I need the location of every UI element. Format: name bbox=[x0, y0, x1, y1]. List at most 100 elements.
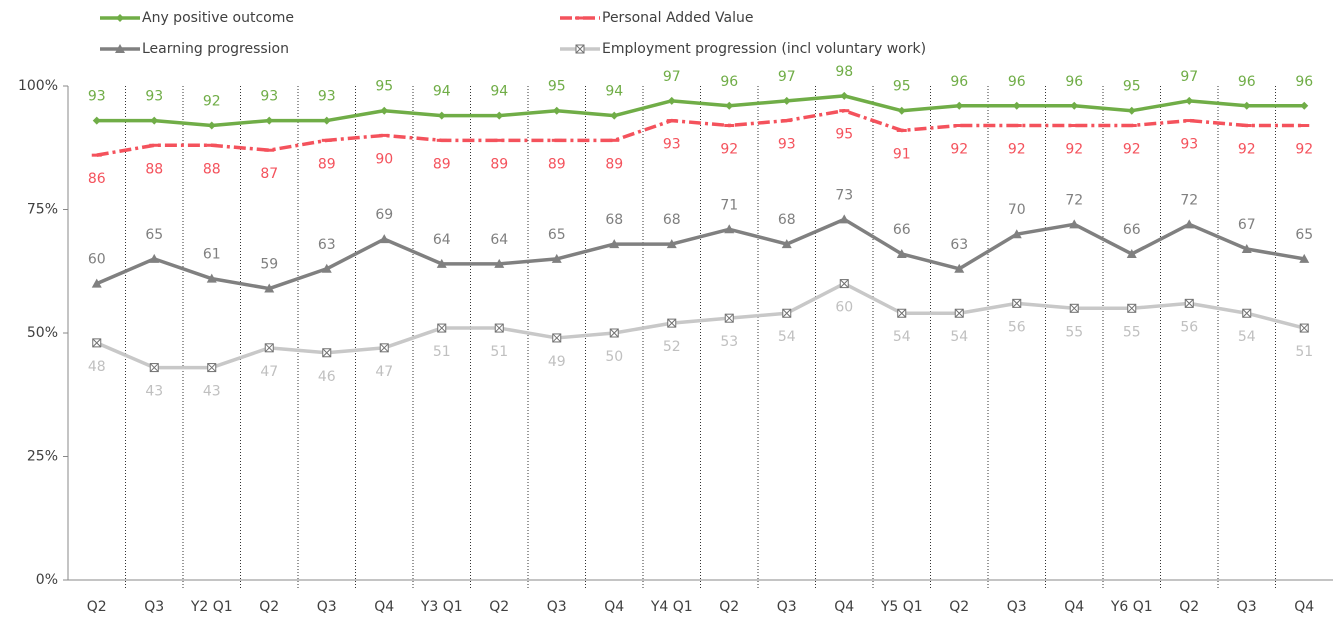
x-tick-label: Q4 bbox=[1064, 599, 1084, 615]
marker bbox=[896, 128, 907, 132]
data-label: 93 bbox=[1180, 137, 1198, 153]
x-tick-label: Q3 bbox=[1007, 599, 1027, 615]
marker bbox=[437, 323, 447, 333]
y-tick-label: 0% bbox=[36, 572, 58, 588]
data-label: 56 bbox=[1180, 319, 1198, 335]
data-label: 70 bbox=[1008, 202, 1026, 218]
y-tick-label: 50% bbox=[27, 325, 58, 341]
data-label: 97 bbox=[663, 69, 681, 85]
marker bbox=[264, 283, 275, 293]
data-label: 94 bbox=[433, 84, 451, 100]
marker bbox=[667, 318, 677, 328]
x-tick-label: Y3 Q1 bbox=[420, 599, 463, 615]
marker bbox=[1069, 303, 1079, 313]
marker bbox=[1299, 124, 1310, 128]
data-label: 64 bbox=[433, 232, 451, 248]
marker bbox=[839, 109, 850, 113]
marker bbox=[840, 91, 849, 100]
data-label: 71 bbox=[720, 197, 738, 213]
data-label: 92 bbox=[720, 142, 738, 158]
data-label: 94 bbox=[605, 84, 623, 100]
marker bbox=[575, 16, 585, 20]
marker bbox=[321, 263, 332, 273]
data-label: 92 bbox=[1123, 142, 1141, 158]
marker bbox=[265, 116, 274, 125]
data-label: 54 bbox=[1238, 329, 1256, 345]
data-label: 95 bbox=[375, 79, 393, 95]
data-label: 95 bbox=[548, 79, 566, 95]
marker bbox=[609, 138, 620, 142]
data-label: 49 bbox=[548, 354, 566, 370]
marker bbox=[494, 138, 505, 142]
data-label: 55 bbox=[1065, 324, 1083, 340]
data-label: 54 bbox=[893, 329, 911, 345]
marker bbox=[207, 121, 216, 130]
x-tick-label: Y2 Q1 bbox=[190, 599, 233, 615]
x-tick-label: Q2 bbox=[949, 599, 969, 615]
marker bbox=[724, 224, 735, 234]
data-label: 68 bbox=[605, 212, 623, 228]
marker bbox=[954, 124, 965, 128]
data-label: 93 bbox=[663, 137, 681, 153]
x-tick-label: Q3 bbox=[1237, 599, 1257, 615]
marker bbox=[436, 138, 447, 142]
marker bbox=[551, 138, 562, 142]
data-label: 96 bbox=[1065, 74, 1083, 90]
marker bbox=[206, 143, 217, 147]
data-label: 64 bbox=[490, 232, 508, 248]
marker bbox=[1184, 298, 1194, 308]
data-label: 92 bbox=[950, 142, 968, 158]
x-tick-label: Q3 bbox=[144, 599, 164, 615]
data-label: 92 bbox=[203, 94, 221, 110]
marker bbox=[1184, 119, 1195, 123]
series-line bbox=[96, 281, 1305, 370]
data-label: 54 bbox=[950, 329, 968, 345]
marker bbox=[551, 253, 562, 263]
data-label: 69 bbox=[375, 207, 393, 223]
data-label: 92 bbox=[1295, 142, 1313, 158]
data-label: 98 bbox=[835, 64, 853, 80]
marker bbox=[609, 239, 620, 249]
data-label: 72 bbox=[1065, 192, 1083, 208]
marker bbox=[575, 44, 585, 54]
data-label: 90 bbox=[375, 151, 393, 167]
data-label: 95 bbox=[1123, 79, 1141, 95]
data-label: 65 bbox=[145, 227, 163, 243]
y-tick-label: 100% bbox=[18, 78, 58, 94]
data-label: 53 bbox=[720, 334, 738, 350]
data-label: 88 bbox=[145, 161, 163, 177]
data-label: 89 bbox=[318, 156, 336, 172]
marker bbox=[1299, 253, 1310, 263]
marker bbox=[1300, 101, 1309, 110]
marker bbox=[1242, 101, 1251, 110]
marker bbox=[1241, 244, 1252, 254]
legend-label: Personal Added Value bbox=[602, 10, 753, 26]
legend-label: Learning progression bbox=[142, 41, 289, 57]
data-label: 66 bbox=[893, 222, 911, 238]
legend-label: Employment progression (incl voluntary w… bbox=[602, 41, 926, 57]
data-label: 97 bbox=[1180, 69, 1198, 85]
data-label: 93 bbox=[88, 89, 106, 105]
data-label: 93 bbox=[145, 89, 163, 105]
marker bbox=[782, 308, 792, 318]
marker bbox=[149, 363, 159, 373]
marker bbox=[897, 106, 906, 115]
marker bbox=[666, 239, 677, 249]
marker bbox=[897, 308, 907, 318]
marker bbox=[91, 278, 102, 288]
marker bbox=[91, 153, 102, 157]
data-label: 92 bbox=[1238, 142, 1256, 158]
data-label: 92 bbox=[1008, 142, 1026, 158]
marker bbox=[494, 258, 505, 268]
marker bbox=[1126, 248, 1137, 258]
x-tick-label: Q3 bbox=[317, 599, 337, 615]
marker bbox=[609, 328, 619, 338]
data-label: 96 bbox=[720, 74, 738, 90]
marker bbox=[379, 234, 390, 244]
x-tick-label: Q2 bbox=[259, 599, 279, 615]
x-tick-label: Q3 bbox=[777, 599, 797, 615]
data-label: 60 bbox=[835, 300, 853, 316]
data-label: 51 bbox=[490, 344, 508, 360]
marker bbox=[724, 124, 735, 128]
data-label: 86 bbox=[88, 171, 106, 187]
